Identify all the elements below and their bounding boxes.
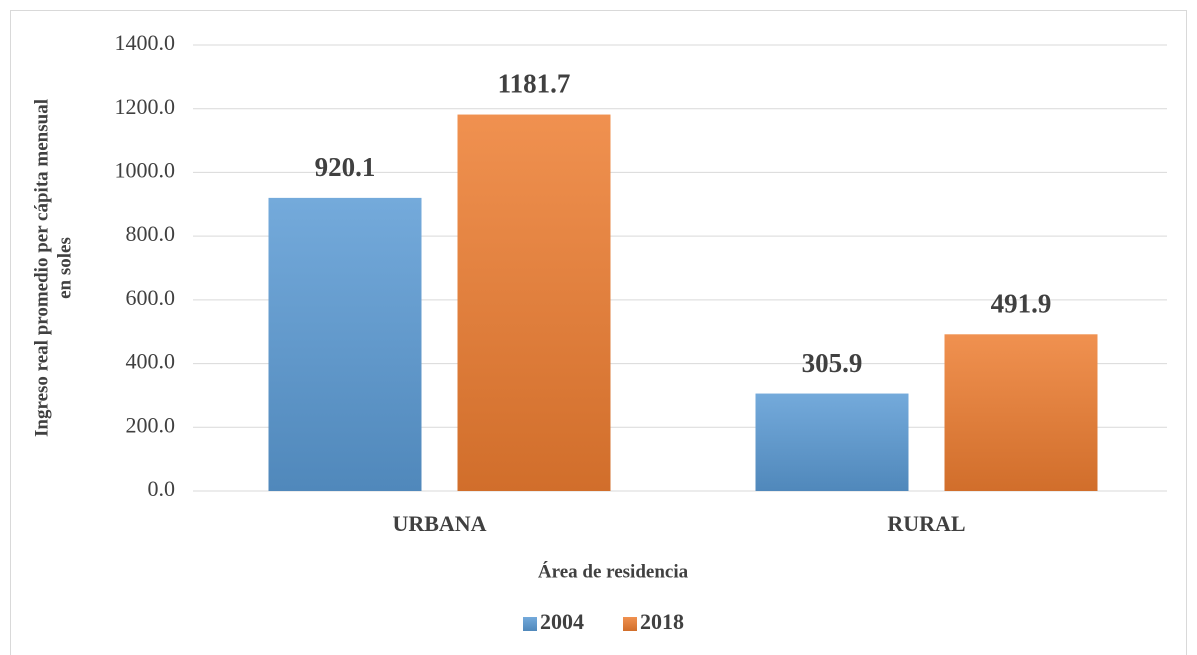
bar xyxy=(944,334,1098,491)
data-label: 920.1 xyxy=(315,152,376,182)
y-tick-label: 600.0 xyxy=(126,285,176,310)
x-axis-label: Área de residencia xyxy=(538,560,689,582)
data-label: 491.9 xyxy=(991,288,1052,318)
legend-label: 2004 xyxy=(540,609,584,634)
y-tick-label: 200.0 xyxy=(126,412,176,437)
data-label: 1181.7 xyxy=(498,69,571,99)
y-tick-label: 800.0 xyxy=(126,221,176,246)
y-axis-label-line: Ingreso real promedio per cápita mensual xyxy=(31,99,52,437)
x-tick-label: RURAL xyxy=(887,511,965,536)
y-tick-label: 1200.0 xyxy=(115,94,176,119)
y-tick-label: 1400.0 xyxy=(115,30,176,55)
legend-swatch xyxy=(623,617,637,631)
y-tick-label: 0.0 xyxy=(148,476,176,501)
y-tick-label: 1000.0 xyxy=(115,157,176,182)
y-axis-label: Ingreso real promedio per cápita mensual… xyxy=(31,99,75,437)
bar xyxy=(268,197,422,491)
legend-swatch xyxy=(523,617,537,631)
bar xyxy=(755,393,909,491)
y-tick-label: 400.0 xyxy=(126,349,176,374)
data-label: 305.9 xyxy=(802,348,863,378)
bar xyxy=(457,114,611,492)
legend-label: 2018 xyxy=(640,609,684,634)
y-axis-label-line: en soles xyxy=(54,237,75,299)
x-tick-label: URBANA xyxy=(392,511,486,536)
